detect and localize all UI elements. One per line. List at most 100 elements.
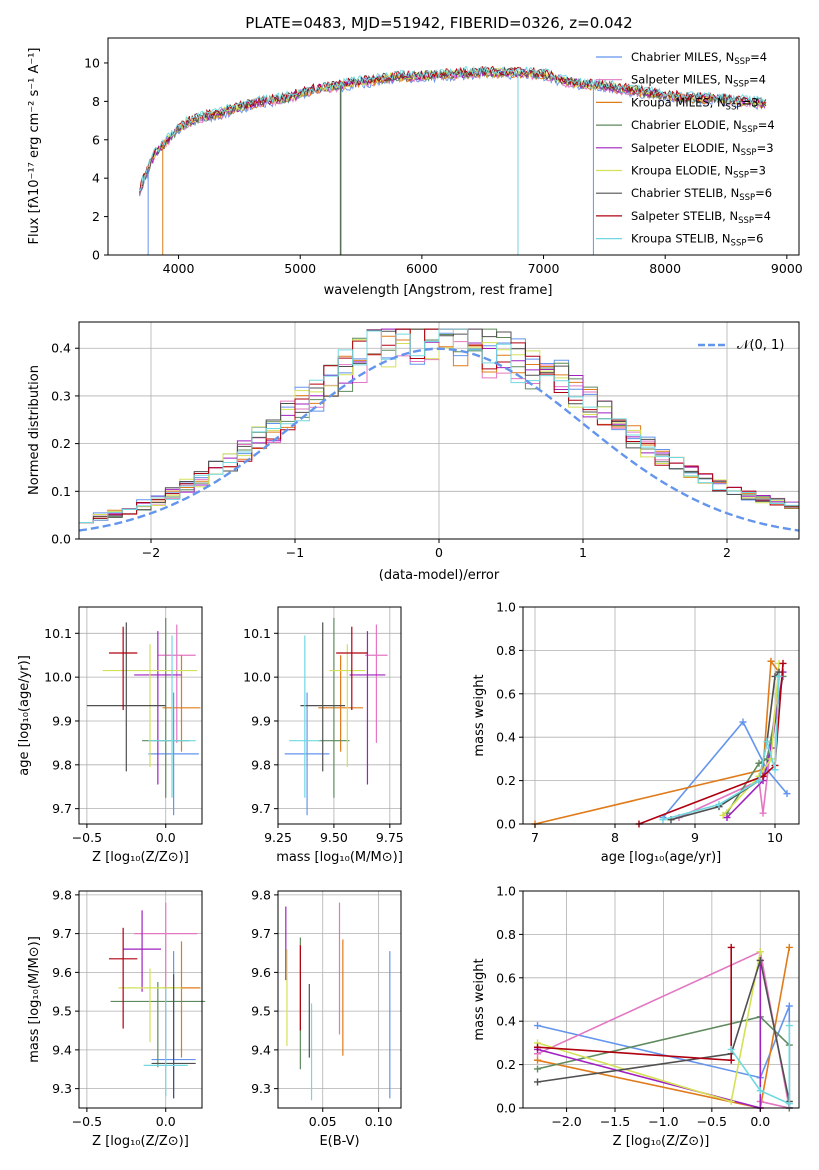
y-tick-label: 10.0 (44, 670, 72, 685)
mass-weight-line (537, 960, 791, 1102)
x-axis-label: Z [log₁₀(Z/Z⊙)] (92, 1134, 189, 1149)
y-tick-label: 0.4 (496, 730, 516, 745)
mass-weight-line (638, 663, 784, 825)
y-tick-label: 9.7 (251, 801, 271, 816)
mass-weight-line (730, 1025, 791, 1105)
y-tick-label: 0.6 (496, 970, 516, 985)
y-tick-label: 9.8 (251, 887, 271, 902)
x-tick-label: 9.25 (264, 830, 292, 845)
y-tick-label: 0.4 (51, 341, 71, 356)
mass-weight-marker (785, 943, 793, 951)
mass-vs-metallicity-panel: −0.5 0.0 9.3 9.4 9.5 9.6 9.7 9.8 Z [log₁₀(Z/Z⊙)]… (27, 887, 206, 1149)
normal-legend-label: 𝒩(0, 1) (737, 338, 784, 353)
x-tick-label: −2.0 (551, 1114, 581, 1129)
mass-weight-line (537, 960, 762, 1110)
figure-title: PLATE=0483, MJD=51942, FIBERID=0326, z=0… (245, 14, 632, 32)
y-axis-label: age [log₁₀(age/yr)] (17, 655, 32, 776)
x-tick-label: −2 (142, 545, 160, 560)
y-tick-label: 0.8 (496, 643, 516, 658)
mass-weight-vs-metallicity-panel: −2.0 −1.5 −1.0 −0.5 0.0 0.0 0.2 0.4 0.6 0.8 1.0 Z [… (472, 884, 800, 1149)
x-tick-label: 0.0 (156, 830, 176, 845)
x-axis-label: Z [log₁₀(Z/Z⊙)] (92, 850, 189, 865)
mass-weight-marker (534, 1022, 542, 1030)
y-tick-label: 0.8 (496, 927, 516, 942)
mass-weight-line (662, 720, 788, 819)
mass-weight-line (670, 671, 780, 821)
normal-distribution-curve (78, 347, 800, 532)
x-tick-label: −0.5 (697, 1114, 727, 1129)
histogram-y-label: Normed distribution (27, 365, 42, 495)
axes-frame (78, 890, 203, 1109)
age-vs-metallicity-panel: −0.5 0.0 9.7 9.8 9.9 10.0 10.1 Z [log₁₀(Z/Z⊙)] a… (17, 606, 203, 865)
mass-weight-marker (756, 948, 764, 956)
x-tick-label: −1.5 (600, 1114, 630, 1129)
x-tick-label: −1.0 (648, 1114, 678, 1129)
y-tick-label: 1.0 (496, 884, 516, 899)
mass-weight-marker (727, 943, 735, 951)
x-tick-label: 1 (579, 545, 587, 560)
mass-weight-line (722, 663, 780, 816)
mass-weight-marker (534, 1078, 542, 1086)
legend-entry-label: Salpeter STELIB, NSSP=4 (631, 209, 771, 226)
x-tick-label: −1 (286, 545, 304, 560)
x-tick-label: 0.0 (156, 1114, 176, 1129)
y-tick-label: 9.8 (52, 757, 72, 772)
legend-entry-label: Salpeter ELODIE, NSSP=3 (631, 141, 774, 158)
axes-frame (522, 890, 800, 1109)
mass-weight-marker (739, 718, 747, 726)
y-tick-label: 0.0 (496, 817, 516, 832)
mass-weight-line (662, 676, 780, 821)
mass-weight-marker (755, 759, 763, 767)
y-tick-label: 0.2 (496, 773, 516, 788)
y-axis-label: mass [log₁₀(M/M⊙)] (27, 936, 42, 1063)
mass-weight-line (534, 659, 780, 825)
spectrum-panel: 4000 5000 6000 7000 8000 9000 0 2 4 6 8 10 waveleng… (27, 37, 803, 298)
mass-weight-marker (771, 766, 779, 774)
y-tick-label: 0.2 (496, 1057, 516, 1072)
age-vs-mass-panel: 9.25 9.50 9.75 9.7 9.8 9.9 10.0 10.1 mass [log₁₀… (243, 606, 404, 865)
y-tick-label: 2 (92, 209, 100, 224)
y-tick-label: 9.4 (251, 1042, 271, 1057)
y-tick-label: 4 (92, 171, 100, 186)
mass-weight-marker (779, 659, 787, 667)
y-tick-label: 9.7 (251, 926, 271, 941)
mass-weight-marker (534, 1043, 542, 1051)
axes-frame (277, 890, 402, 1109)
y-tick-label: 10.1 (44, 626, 72, 641)
mass-weight-vs-age-panel: 7 8 9 10 0.0 0.2 0.4 0.6 0.8 1.0 age [log₁₀(age/yr… (472, 600, 800, 865)
spectrum-y-label: Flux [fλ10⁻¹⁷ erg cm⁻² s⁻¹ A⁻¹] (27, 48, 42, 245)
y-tick-label: 9.8 (52, 887, 72, 902)
legend-entry-label: Salpeter MILES, NSSP=4 (631, 73, 766, 90)
y-tick-label: 9.9 (251, 713, 271, 728)
x-tick-label: −0.5 (72, 830, 102, 845)
y-tick-label: 9.6 (251, 965, 271, 980)
spectrum-x-label: wavelength [Angstrom, rest frame] (324, 283, 553, 298)
y-tick-label: 10.1 (243, 626, 271, 641)
histogram-x-label: (data-model)/error (379, 568, 500, 583)
mass-weight-marker (756, 956, 764, 964)
y-tick-label: 10.0 (243, 670, 271, 685)
axes-frame (522, 606, 800, 825)
mass-weight-marker (763, 738, 771, 746)
x-tick-label: 4000 (163, 261, 195, 276)
y-tick-label: 0.3 (51, 388, 71, 403)
legend-entry-label: Kroupa STELIB, NSSP=6 (631, 232, 763, 249)
x-tick-label: 0 (435, 545, 443, 560)
mass-weight-marker (785, 1100, 793, 1108)
mass-weight-marker (534, 1065, 542, 1073)
y-tick-label: 0.1 (51, 484, 71, 499)
legend-entry-label: Chabrier ELODIE, NSSP=4 (631, 118, 775, 135)
x-tick-label: 0.05 (309, 1114, 337, 1129)
y-tick-label: 9.3 (251, 1081, 271, 1096)
mass-weight-marker (659, 816, 667, 824)
x-tick-label: 8000 (649, 261, 681, 276)
axes-frame (78, 606, 203, 825)
x-tick-label: 9.75 (376, 830, 404, 845)
histogram-series-line (79, 328, 799, 524)
mass-weight-marker (715, 800, 723, 808)
x-tick-label: 7 (531, 830, 539, 845)
x-tick-label: 9.50 (320, 830, 348, 845)
x-tick-label: 8 (611, 830, 619, 845)
y-tick-label: 9.4 (52, 1042, 72, 1057)
